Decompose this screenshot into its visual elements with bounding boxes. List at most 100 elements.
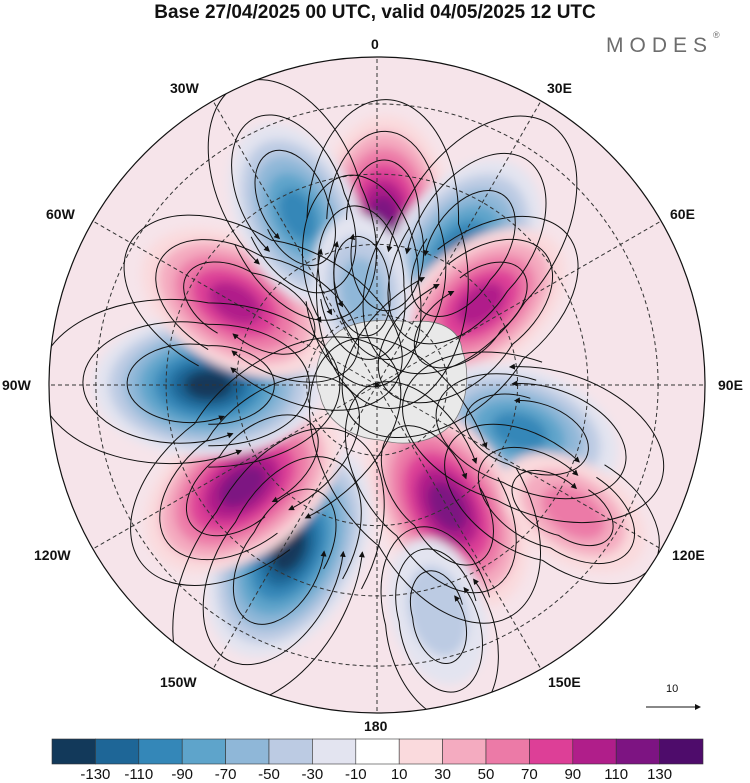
streamline [82,321,310,447]
lon-label-60e: 60E [670,206,695,222]
map-boundary [48,56,706,714]
streamline [326,130,447,360]
streamline [362,115,578,375]
lon-label-120e: 120E [672,547,705,563]
streamline [202,456,362,666]
anomaly-level [278,188,318,242]
colorbar-tick: -130 [80,766,111,783]
streamline [444,423,660,585]
streamline [254,149,336,266]
lon-label-150e: 150E [548,674,581,690]
streamline [402,351,665,524]
colorbar-tick: 50 [477,766,495,783]
streamline [309,337,541,624]
lon-label-30w: 30W [170,80,199,96]
colorbar [51,738,704,765]
colorbar-swatch [529,738,574,765]
brand-name: MODES [606,34,714,57]
colorbar-tick: -70 [214,766,237,783]
lon-label-180: 180 [364,718,388,734]
colorbar-swatch [442,738,487,765]
colorbar-swatch [312,738,357,765]
streamline [306,99,469,409]
north-pole-marker [375,383,379,387]
meridian-line [376,100,542,386]
colorbar-swatch [615,738,660,765]
streamline [409,570,468,665]
graticule [49,57,705,713]
colorbar-swatch [268,738,313,765]
streamline [302,174,422,388]
colorbar-swatch [181,738,226,765]
colorbar-tick: 90 [564,766,582,783]
colorbar-swatch [659,738,704,765]
streamline [232,488,337,625]
streamline [49,298,341,468]
lon-label-150w: 150W [160,674,197,690]
colorbar-swatch [95,738,140,765]
colorbar-swatch [485,738,530,765]
colorbar-tick: 130 [647,766,673,783]
streamline [172,427,385,706]
colorbar-tick: -90 [171,766,194,783]
colorbar-tick: -50 [258,766,280,783]
lon-label-90e: 90E [718,377,743,393]
meridian-line [376,384,662,550]
colorbar-swatch [138,738,183,765]
streamline [413,261,528,369]
colorbar-swatch [51,738,96,765]
meridian-line [212,384,378,670]
colorbar-tick: -30 [301,766,324,783]
wind-streamlines [49,79,665,713]
streamline [410,190,516,318]
colorbar-tick: 10 [390,766,408,783]
colorbar-tick: -110 [124,766,154,783]
streamline [341,215,579,439]
streamline [123,214,403,411]
colorbar-tick: 30 [434,766,451,783]
streamline [380,526,499,713]
modes-logo: MODES® [606,30,720,58]
anomaly-level [218,465,266,508]
registered-mark: ® [713,30,720,40]
polar-anomaly-map [48,56,706,714]
streamline [126,343,275,425]
streamline [185,414,319,537]
streamline [435,373,627,500]
colorbar-swatch [398,738,443,765]
streamline [346,159,425,312]
lon-label-30e: 30E [547,80,572,96]
streamline [387,152,547,345]
lon-label-120w: 120W [34,547,71,563]
streamline [344,381,517,594]
reference-vector-label: 10 [666,683,679,695]
lon-label-0: 0 [371,36,379,52]
lon-label-60w: 60W [46,206,75,222]
colorbar-swatch [355,738,400,765]
streamline [380,425,494,566]
lon-label-90w: 90W [2,377,31,393]
streamline [183,261,316,355]
meridian-line [92,220,378,386]
colorbar-tick: -10 [344,766,367,783]
streamline [511,469,614,547]
map-title: Base 27/04/2025 00 UTC, valid 04/05/2025… [154,2,596,23]
streamline [377,238,554,404]
meridian-line [376,384,542,670]
colorbar-tick: 110 [604,766,629,783]
streamline [317,205,406,360]
streamline [395,548,483,693]
colorbar-swatch [572,738,617,765]
streamline [231,114,357,294]
colorbar-swatch [225,738,270,765]
streamline [333,235,391,337]
streamline [130,336,402,586]
streamline [155,239,360,383]
streamline [159,375,360,561]
streamline [477,446,636,565]
meridian-line [376,220,662,386]
streamline [464,393,589,476]
meridian-line [212,100,378,386]
colorbar-tick: 70 [521,766,538,783]
meridian-line [92,384,378,550]
